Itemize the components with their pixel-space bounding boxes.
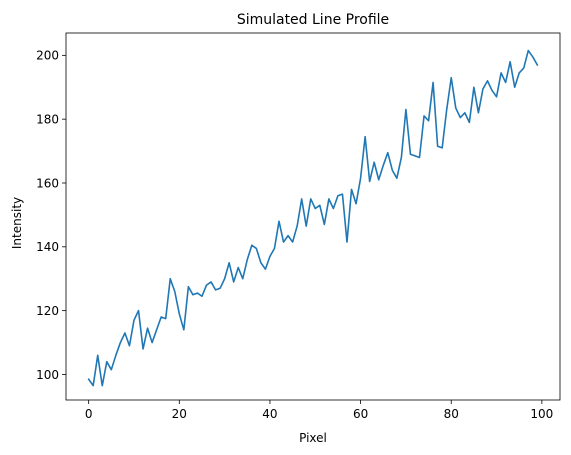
y-tick-label: 140 <box>36 240 59 254</box>
x-tick-label: 60 <box>353 407 368 421</box>
plot-frame <box>65 32 561 401</box>
y-axis-label: Intensity <box>10 197 24 249</box>
x-tick-label: 100 <box>530 407 553 421</box>
plot-area <box>87 49 539 387</box>
axes: 0 20 40 60 80 100 100 120 140 160 180 200 <box>36 32 561 421</box>
y-tick-label: 180 <box>36 112 59 126</box>
x-axis-label: Pixel <box>299 431 327 445</box>
y-tick-label: 120 <box>36 304 59 318</box>
x-tick-label: 80 <box>444 407 459 421</box>
y-tick-label: 200 <box>36 49 59 63</box>
series-line-0 <box>87 49 539 387</box>
x-tick-label: 40 <box>262 407 277 421</box>
x-tick-label: 20 <box>172 407 187 421</box>
chart-title: Simulated Line Profile <box>237 12 389 28</box>
y-tick-label: 100 <box>36 368 59 382</box>
y-tick-label: 160 <box>36 176 59 190</box>
x-tick-label: 0 <box>85 407 93 421</box>
